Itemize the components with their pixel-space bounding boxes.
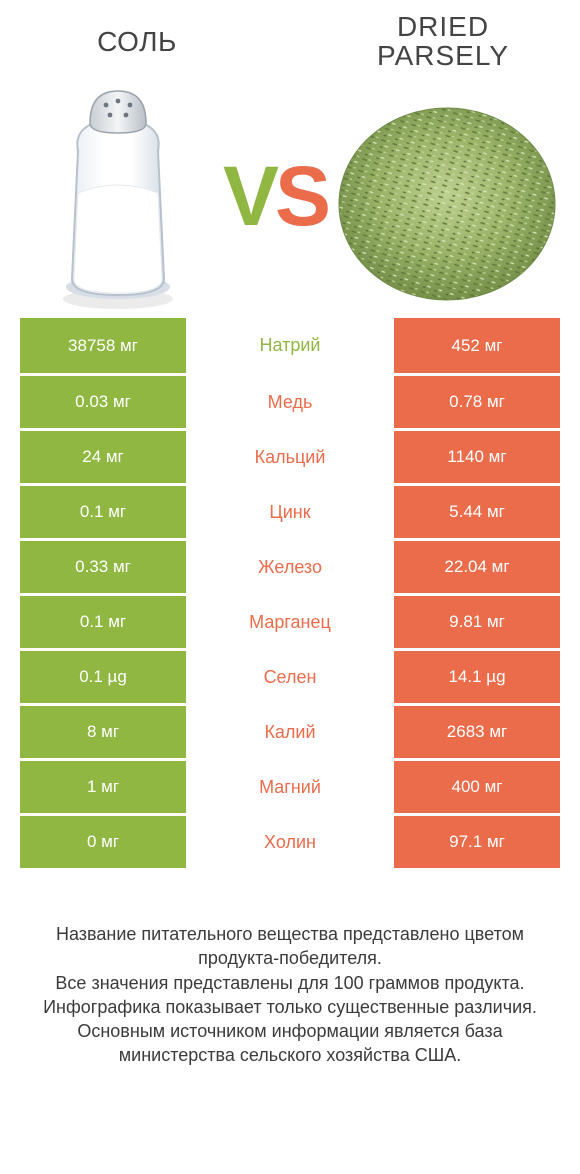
nutrient-row: 0 мгХолин97.1 мг: [20, 813, 560, 868]
header-right: DRIED PARSELY: [326, 12, 560, 71]
nutrient-label: Цинк: [186, 486, 394, 538]
nutrient-label: Калий: [186, 706, 394, 758]
right-value: 14.1 µg: [394, 651, 560, 703]
nutrient-label: Натрий: [186, 318, 394, 373]
vs-label: VS: [215, 148, 335, 245]
footnote: Название питательного вещества представл…: [20, 922, 560, 1068]
nutrient-row: 38758 мгНатрий452 мг: [20, 318, 560, 373]
left-value: 0.03 мг: [20, 376, 186, 428]
vs-letter-v: V: [223, 149, 275, 243]
dried-parsley-icon: [335, 84, 560, 309]
nutrient-label: Магний: [186, 761, 394, 813]
header-row: СОЛЬ DRIED PARSELY: [20, 12, 560, 76]
nutrient-row: 24 мгКальций1140 мг: [20, 428, 560, 483]
footnote-line-3: Инфографика показывает только существенн…: [43, 997, 537, 1017]
nutrient-row: 8 мгКалий2683 мг: [20, 703, 560, 758]
nutrient-label: Селен: [186, 651, 394, 703]
right-value: 2683 мг: [394, 706, 560, 758]
right-value: 9.81 мг: [394, 596, 560, 648]
nutrient-row: 1 мгМагний400 мг: [20, 758, 560, 813]
nutrient-label: Железо: [186, 541, 394, 593]
right-value: 1140 мг: [394, 431, 560, 483]
footnote-line-1: Название питательного вещества представл…: [56, 924, 524, 968]
right-title-line2: PARSELY: [377, 40, 509, 71]
right-value: 452 мг: [394, 318, 560, 373]
nutrient-row: 0.1 мгМарганец9.81 мг: [20, 593, 560, 648]
left-product-image: [20, 81, 215, 311]
footnote-line-2: Все значения представлены для 100 граммо…: [55, 973, 524, 993]
nutrient-label: Холин: [186, 816, 394, 868]
nutrient-label: Кальций: [186, 431, 394, 483]
left-value: 1 мг: [20, 761, 186, 813]
left-value: 24 мг: [20, 431, 186, 483]
nutrient-table: 38758 мгНатрий452 мг0.03 мгМедь0.78 мг24…: [20, 318, 560, 868]
left-value: 0.1 µg: [20, 651, 186, 703]
right-value: 5.44 мг: [394, 486, 560, 538]
footnote-line-4: Основным источником информации является …: [77, 1021, 502, 1065]
image-row: VS: [20, 80, 560, 312]
left-value: 0.1 мг: [20, 486, 186, 538]
salt-shaker-icon: [38, 81, 198, 311]
nutrient-row: 0.1 мгЦинк5.44 мг: [20, 483, 560, 538]
nutrient-row: 0.1 µgСелен14.1 µg: [20, 648, 560, 703]
right-title-line1: DRIED: [397, 11, 489, 42]
vs-letter-s: S: [275, 149, 327, 243]
left-value: 0.33 мг: [20, 541, 186, 593]
left-value: 38758 мг: [20, 318, 186, 373]
left-value: 8 мг: [20, 706, 186, 758]
infographic-root: СОЛЬ DRIED PARSELY: [0, 0, 580, 1174]
right-value: 97.1 мг: [394, 816, 560, 868]
right-value: 400 мг: [394, 761, 560, 813]
nutrient-label: Марганец: [186, 596, 394, 648]
left-value: 0.1 мг: [20, 596, 186, 648]
right-product-title: DRIED PARSELY: [326, 12, 560, 71]
left-product-title: СОЛЬ: [20, 26, 254, 58]
header-left: СОЛЬ: [20, 12, 254, 58]
right-product-image: [335, 84, 560, 309]
nutrient-row: 0.03 мгМедь0.78 мг: [20, 373, 560, 428]
right-value: 22.04 мг: [394, 541, 560, 593]
nutrient-label: Медь: [186, 376, 394, 428]
left-value: 0 мг: [20, 816, 186, 868]
right-value: 0.78 мг: [394, 376, 560, 428]
nutrient-row: 0.33 мгЖелезо22.04 мг: [20, 538, 560, 593]
